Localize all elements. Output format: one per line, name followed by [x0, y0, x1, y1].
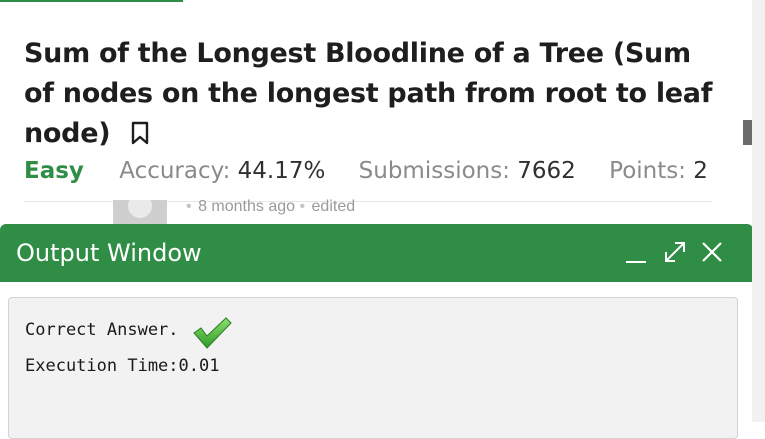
bookmark-icon[interactable]	[130, 117, 150, 157]
avatar-head	[128, 200, 152, 218]
accuracy-value: 44.17%	[237, 158, 326, 184]
output-window-header: Output Window	[0, 224, 753, 282]
points-label: Points:	[609, 158, 686, 184]
scrollbar[interactable]	[752, 0, 765, 422]
output-window-title: Output Window	[16, 239, 202, 267]
scrollbar-thumb[interactable]	[743, 120, 752, 145]
execution-time: Execution Time:0.01	[25, 356, 220, 376]
points-value: 2	[693, 158, 708, 184]
accuracy-label: Accuracy:	[119, 158, 231, 184]
submissions-label: Submissions:	[358, 158, 510, 184]
problem-title-text: Sum of the Longest Bloodline of a Tree (…	[24, 38, 713, 149]
output-console: Correct Answer. Execution Time:0.01	[8, 297, 738, 439]
submissions-value: 7662	[517, 158, 576, 184]
avatar[interactable]	[113, 200, 167, 226]
divider	[24, 201, 712, 202]
comment-meta: • 8 months ago • edited	[186, 198, 356, 215]
minimize-icon[interactable]	[621, 237, 651, 267]
close-icon[interactable]	[697, 237, 727, 267]
expand-icon[interactable]	[660, 237, 690, 267]
problem-meta: Easy Accuracy: 44.17% Submissions: 7662 …	[24, 154, 734, 188]
top-accent-bar	[0, 0, 183, 2]
problem-title: Sum of the Longest Bloodline of a Tree (…	[24, 34, 724, 157]
output-window-body: Correct Answer. Execution Time:0.01	[0, 282, 753, 439]
difficulty-badge: Easy	[24, 158, 84, 184]
comment-time: 8 months ago	[198, 198, 296, 215]
checkmark-icon	[192, 316, 232, 355]
comment-edited: edited	[311, 198, 356, 215]
result-status: Correct Answer.	[25, 320, 179, 340]
